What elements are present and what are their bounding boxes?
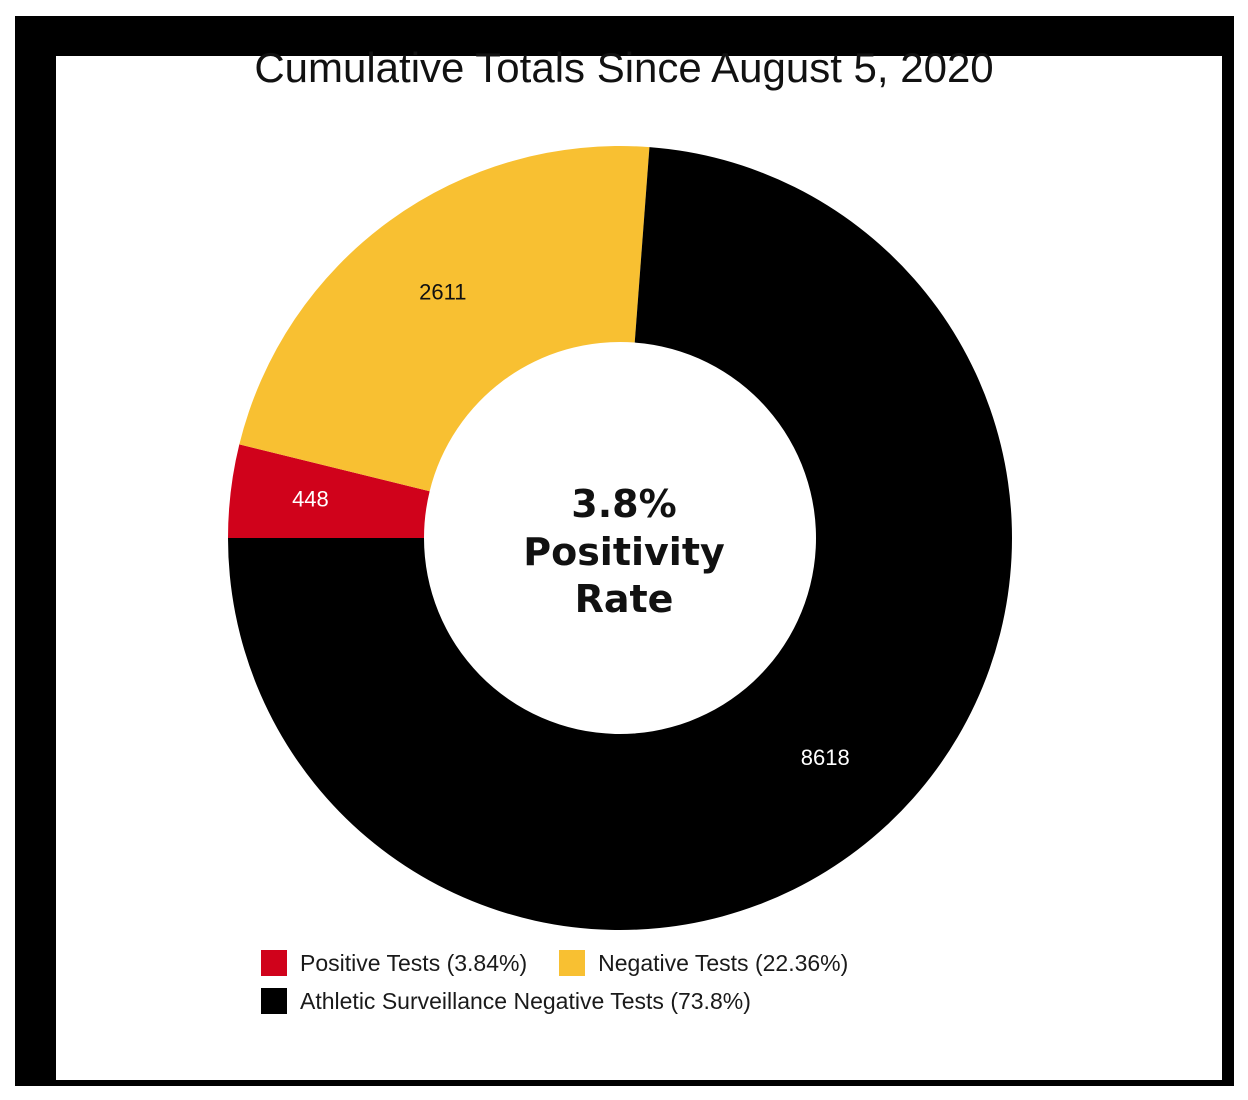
donut-slice-2: [228, 147, 1012, 930]
legend-label-athletic: Athletic Surveillance Negative Tests (73…: [300, 987, 751, 1014]
legend: Positive Tests (3.84%) Negative Tests (2…: [261, 944, 880, 1020]
donut-slices: [228, 146, 1012, 930]
legend-item-positive: Positive Tests (3.84%): [261, 950, 527, 977]
legend-row: Positive Tests (3.84%) Negative Tests (2…: [261, 944, 880, 982]
legend-row: Athletic Surveillance Negative Tests (73…: [261, 982, 880, 1020]
chart-title: Cumulative Totals Since August 5, 2020: [254, 44, 994, 91]
donut-slice-label-2: 8618: [801, 745, 850, 770]
legend-item-athletic: Athletic Surveillance Negative Tests (73…: [261, 988, 751, 1015]
donut-slice-1: [239, 146, 650, 492]
legend-swatch-athletic: [261, 988, 287, 1014]
donut-slice-labels: 448 2611 8618: [292, 279, 850, 770]
donut-slice-label-1: 2611: [419, 279, 466, 304]
center-text-line-1: 3.8%: [571, 482, 676, 526]
center-text: 3.8% Positivity Rate: [523, 482, 725, 621]
center-text-line-2: Positivity: [523, 530, 725, 574]
center-text-line-3: Rate: [575, 577, 674, 621]
donut-slice-label-0: 448: [292, 486, 329, 511]
legend-label-positive: Positive Tests (3.84%): [300, 949, 528, 976]
donut-slice-0: [228, 444, 430, 538]
legend-swatch-negative: [559, 950, 586, 976]
legend-swatch-positive: [261, 950, 287, 976]
legend-item-negative: Negative Tests (22.36%): [559, 950, 848, 977]
legend-label-negative: Negative Tests (22.36%): [598, 949, 849, 976]
